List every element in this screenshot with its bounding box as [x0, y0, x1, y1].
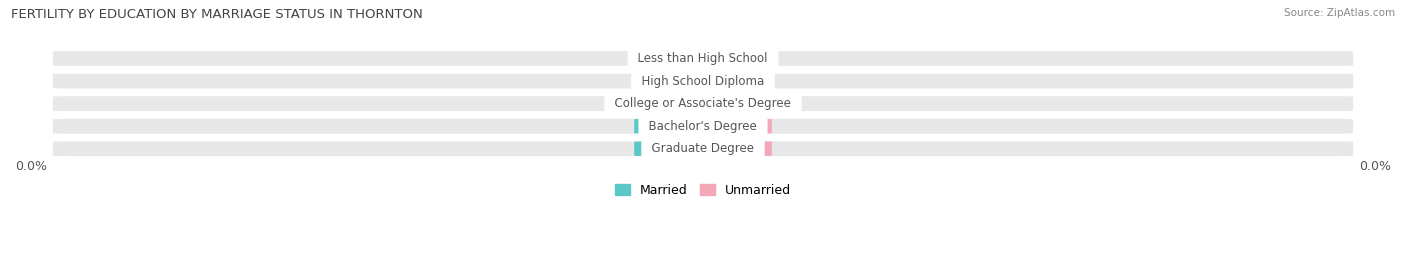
Text: Bachelor's Degree: Bachelor's Degree: [641, 120, 765, 133]
FancyBboxPatch shape: [696, 119, 772, 133]
FancyBboxPatch shape: [53, 119, 1353, 134]
Text: 0.0%: 0.0%: [720, 121, 748, 131]
Text: High School Diploma: High School Diploma: [634, 75, 772, 88]
Text: 0.0%: 0.0%: [658, 99, 686, 109]
Text: 0.0%: 0.0%: [720, 54, 748, 63]
Legend: Married, Unmarried: Married, Unmarried: [614, 184, 792, 197]
FancyBboxPatch shape: [696, 96, 772, 111]
FancyBboxPatch shape: [634, 96, 710, 111]
Text: Less than High School: Less than High School: [630, 52, 776, 65]
FancyBboxPatch shape: [53, 51, 1353, 66]
Text: College or Associate's Degree: College or Associate's Degree: [607, 97, 799, 110]
FancyBboxPatch shape: [634, 141, 710, 156]
FancyBboxPatch shape: [634, 74, 710, 88]
FancyBboxPatch shape: [53, 141, 1353, 156]
Text: 0.0%: 0.0%: [15, 160, 46, 173]
Text: 0.0%: 0.0%: [720, 76, 748, 86]
Text: 0.0%: 0.0%: [720, 144, 748, 154]
Text: 0.0%: 0.0%: [658, 76, 686, 86]
Text: Source: ZipAtlas.com: Source: ZipAtlas.com: [1284, 8, 1395, 18]
FancyBboxPatch shape: [696, 141, 772, 156]
FancyBboxPatch shape: [53, 74, 1353, 89]
FancyBboxPatch shape: [634, 51, 710, 66]
Text: Graduate Degree: Graduate Degree: [644, 142, 762, 155]
FancyBboxPatch shape: [53, 96, 1353, 111]
Text: 0.0%: 0.0%: [658, 144, 686, 154]
FancyBboxPatch shape: [696, 51, 772, 66]
Text: 0.0%: 0.0%: [720, 99, 748, 109]
Text: 0.0%: 0.0%: [658, 121, 686, 131]
Text: FERTILITY BY EDUCATION BY MARRIAGE STATUS IN THORNTON: FERTILITY BY EDUCATION BY MARRIAGE STATU…: [11, 8, 423, 21]
FancyBboxPatch shape: [696, 74, 772, 88]
FancyBboxPatch shape: [634, 119, 710, 133]
Text: 0.0%: 0.0%: [1360, 160, 1391, 173]
Text: 0.0%: 0.0%: [658, 54, 686, 63]
